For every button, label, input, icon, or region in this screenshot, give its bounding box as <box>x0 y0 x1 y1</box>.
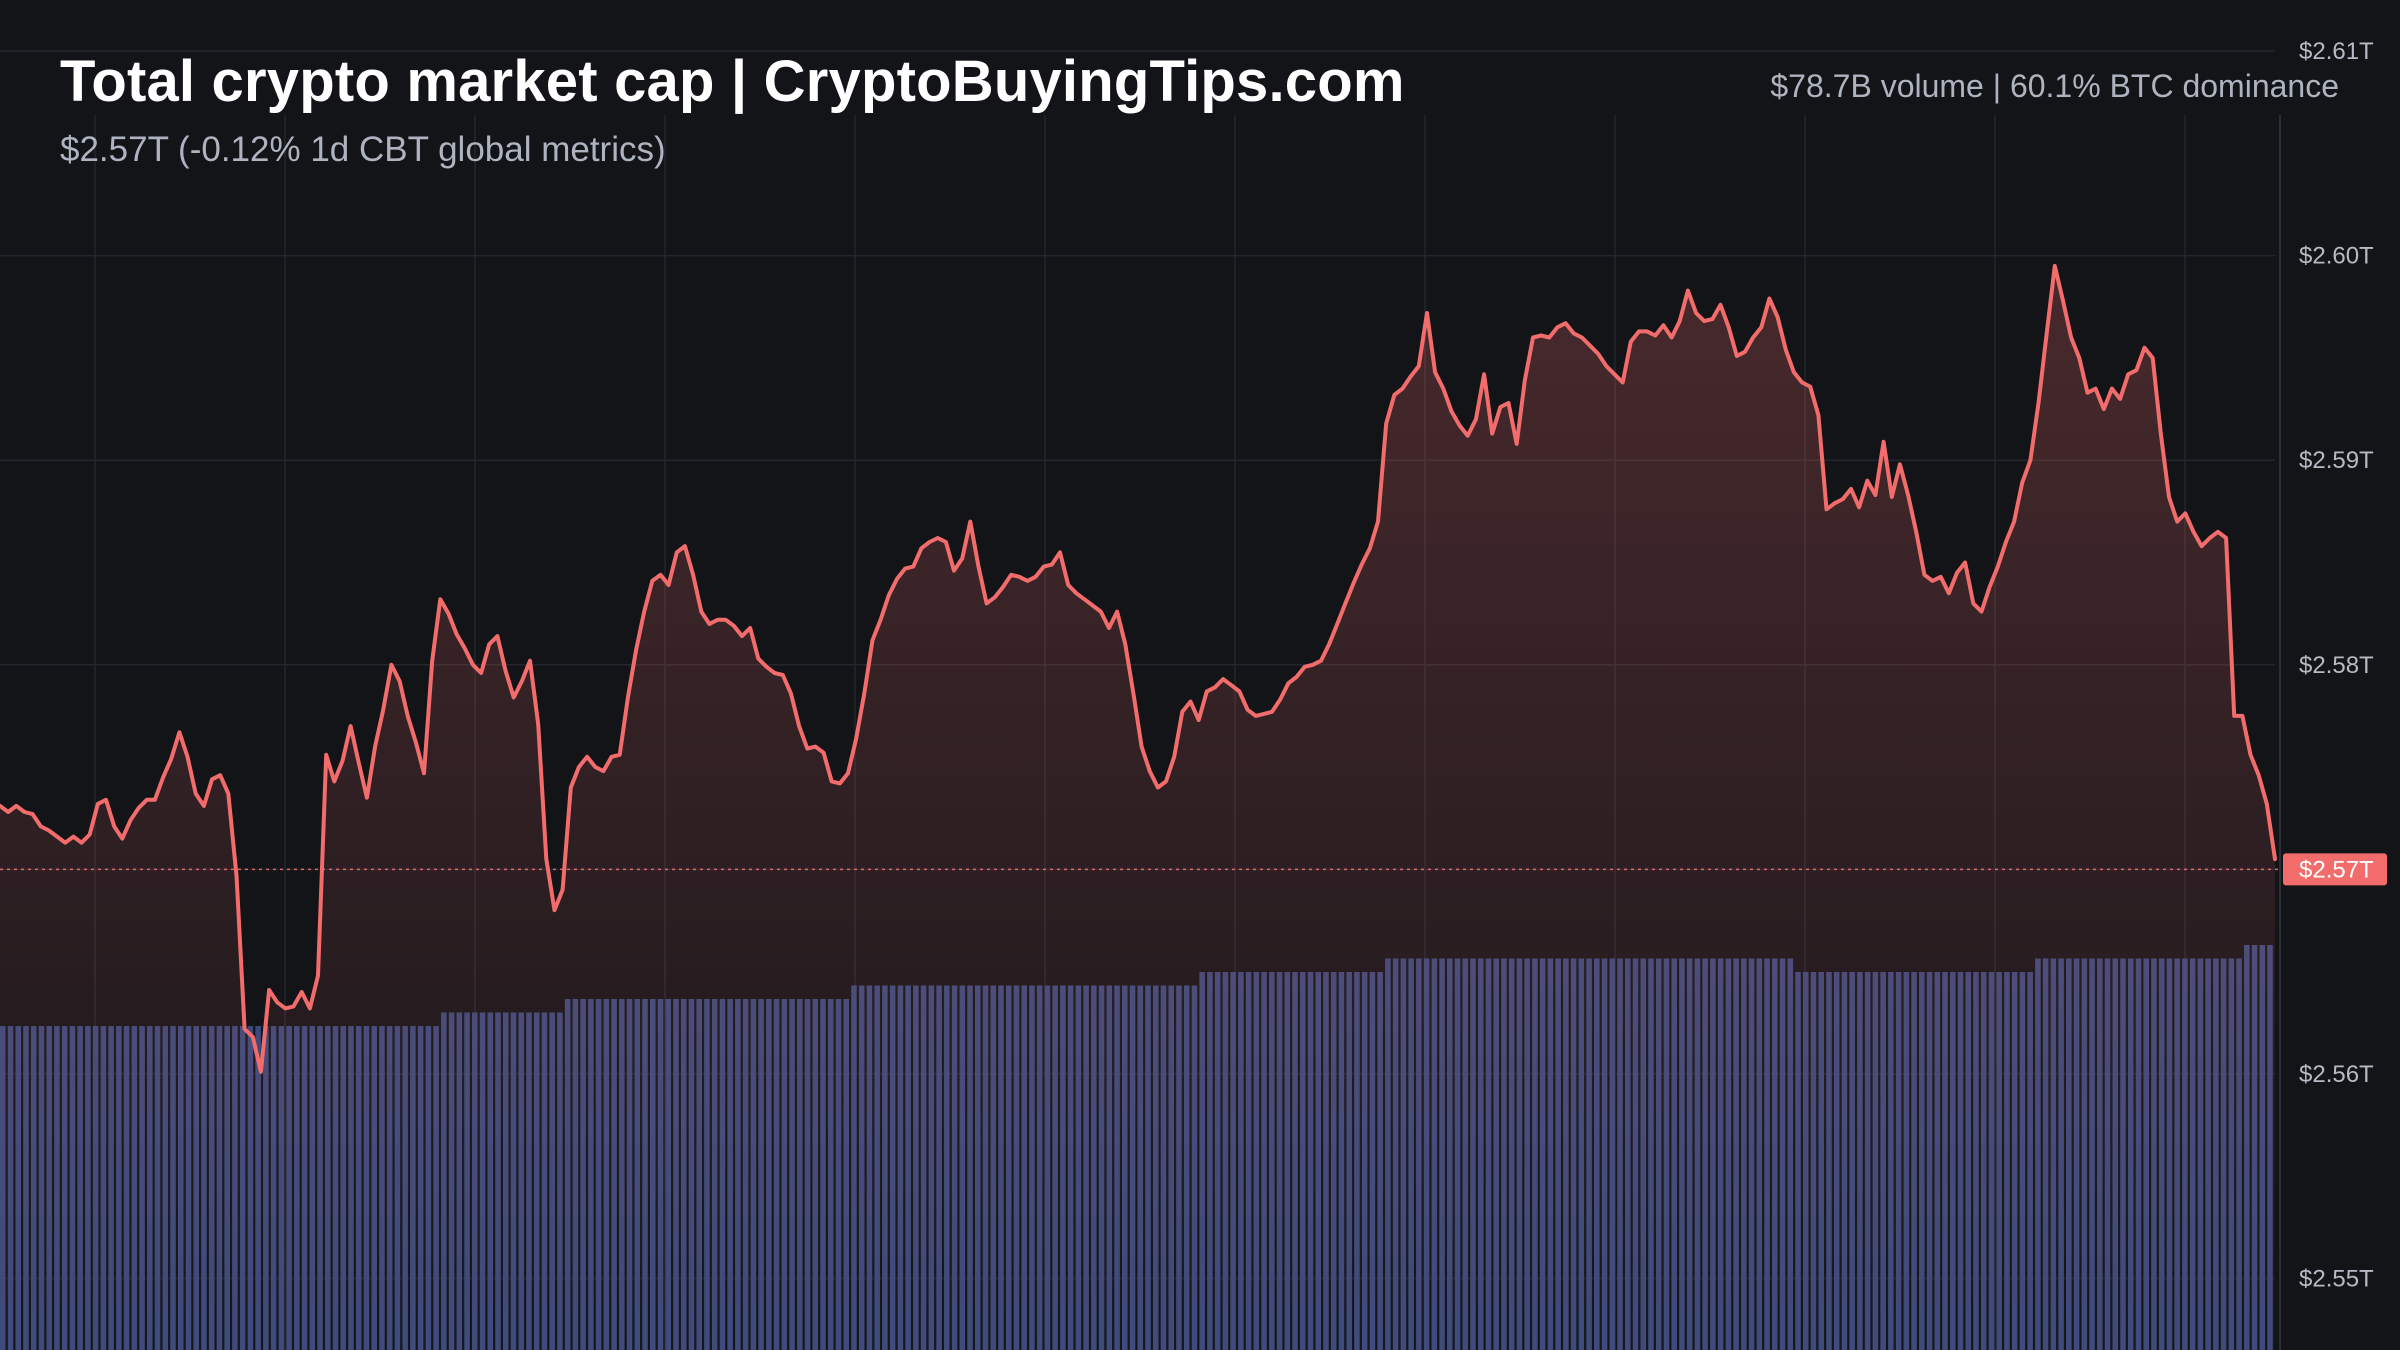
last-price-tag-box <box>2283 853 2387 886</box>
last-price-tag: $2.57T <box>2283 853 2387 886</box>
market-cap-area <box>0 265 2275 1350</box>
page-title: Total crypto market cap | CryptoBuyingTi… <box>60 49 1405 114</box>
market-cap-summary: $2.57T (-0.12% 1d CBT global metrics) <box>60 130 666 169</box>
price-axis-tick-label: $2.59T <box>2299 447 2374 474</box>
last-price-tag-label: $2.57T <box>2299 856 2374 883</box>
price-axis-tick-label: $2.58T <box>2299 652 2374 679</box>
price-axis: $2.61T $2.60T $2.59T $2.58T $2.56T $2.55T <box>2299 38 2374 1292</box>
price-axis-tick-label: $2.56T <box>2299 1061 2374 1088</box>
price-axis-tick-label: $2.61T <box>2299 38 2374 65</box>
volume-dominance-stats: $78.7B volume | 60.1% BTC dominance <box>1770 68 2339 104</box>
market-cap-line[interactable] <box>0 263 2277 1074</box>
price-axis-tick-label: $2.60T <box>2299 243 2374 270</box>
price-axis-tick-label: $2.55T <box>2299 1265 2374 1292</box>
